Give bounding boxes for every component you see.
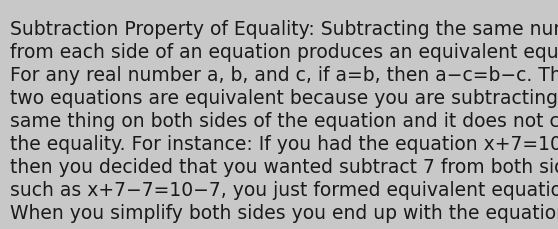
Text: For any real number a, b, and c, if a=b, then a−c=b−c. These: For any real number a, b, and c, if a=b,… xyxy=(10,66,558,85)
Text: such as x+7−7=10−7, you just formed equivalent equations.: such as x+7−7=10−7, you just formed equi… xyxy=(10,180,558,199)
Text: then you decided that you wanted subtract 7 from both sides,: then you decided that you wanted subtrac… xyxy=(10,157,558,176)
Text: same thing on both sides of the equation and it does not change: same thing on both sides of the equation… xyxy=(10,112,558,131)
Text: from each side of an equation produces an equivalent equation.: from each side of an equation produces a… xyxy=(10,43,558,62)
Text: the equality. For instance: If you had the equation x+7=10 and: the equality. For instance: If you had t… xyxy=(10,134,558,153)
Text: two equations are equivalent because you are subtracting the: two equations are equivalent because you… xyxy=(10,89,558,108)
Text: When you simplify both sides you end up with the equation x=3.: When you simplify both sides you end up … xyxy=(10,203,558,222)
Text: Subtraction Property of Equality: Subtracting the same number: Subtraction Property of Equality: Subtra… xyxy=(10,20,558,39)
